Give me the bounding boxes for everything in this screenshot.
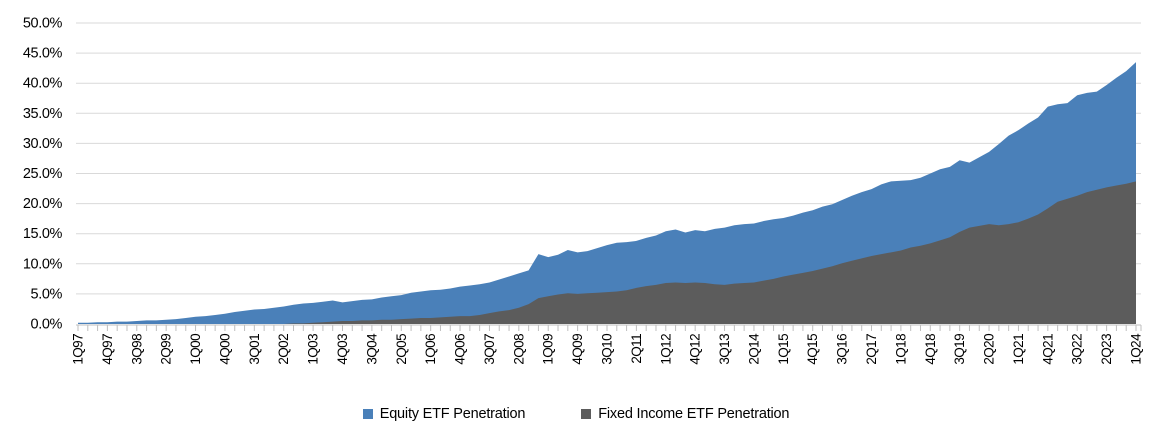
svg-text:25.0%: 25.0%: [23, 166, 63, 182]
svg-text:1Q24: 1Q24: [1129, 333, 1144, 365]
chart-legend: Equity ETF Penetration Fixed Income ETF …: [0, 398, 1152, 430]
legend-swatch-equity-icon: [362, 409, 373, 419]
svg-text:3Q04: 3Q04: [364, 333, 379, 365]
svg-text:4Q00: 4Q00: [217, 334, 232, 365]
x-axis-ticks: [76, 324, 1142, 331]
legend-swatch-fixed-income-icon: [581, 409, 592, 419]
svg-text:2Q23: 2Q23: [1099, 334, 1114, 365]
svg-text:3Q19: 3Q19: [952, 334, 967, 365]
area-fixed-income-etf-penetration: [78, 181, 1136, 324]
svg-text:40.0%: 40.0%: [23, 76, 63, 92]
svg-text:3Q10: 3Q10: [600, 334, 615, 365]
svg-text:15.0%: 15.0%: [23, 226, 63, 242]
x-axis-labels: 1Q97 4Q97 3Q98 2Q99 1Q00 4Q00 3Q01 2Q02 1Q03 4Q03…: [71, 333, 1144, 365]
etf-penetration-area-chart: 0.0% 5.0% 10.0% 15.0% 20.0% 25.0% 30.0% 35.0% 40…: [23, 16, 1144, 365]
svg-text:3Q07: 3Q07: [482, 334, 497, 365]
svg-text:3Q16: 3Q16: [835, 334, 850, 365]
svg-text:1Q12: 1Q12: [658, 334, 673, 365]
svg-text:2Q20: 2Q20: [982, 334, 997, 365]
svg-text:3Q01: 3Q01: [247, 334, 262, 365]
svg-text:1Q18: 1Q18: [893, 334, 908, 365]
svg-text:1Q00: 1Q00: [188, 334, 203, 365]
svg-text:2Q02: 2Q02: [276, 334, 291, 365]
svg-text:0.0%: 0.0%: [31, 317, 63, 333]
svg-text:1Q21: 1Q21: [1011, 334, 1026, 365]
svg-text:4Q09: 4Q09: [570, 334, 585, 365]
legend-label-fixed-income: Fixed Income ETF Penetration: [598, 406, 790, 422]
svg-text:1Q03: 1Q03: [306, 334, 321, 365]
svg-text:2Q05: 2Q05: [394, 334, 409, 365]
svg-text:2Q08: 2Q08: [511, 334, 526, 365]
svg-text:4Q06: 4Q06: [453, 334, 468, 365]
svg-text:20.0%: 20.0%: [23, 196, 63, 212]
svg-text:2Q14: 2Q14: [746, 333, 761, 365]
svg-text:3Q22: 3Q22: [1070, 334, 1085, 365]
svg-text:1Q06: 1Q06: [423, 334, 438, 365]
svg-text:1Q09: 1Q09: [541, 334, 556, 365]
svg-text:10.0%: 10.0%: [23, 256, 63, 272]
svg-text:2Q17: 2Q17: [864, 334, 879, 365]
gridlines: [76, 22, 1141, 295]
legend-label-equity: Equity ETF Penetration: [379, 406, 526, 422]
svg-text:4Q15: 4Q15: [805, 334, 820, 365]
svg-text:4Q21: 4Q21: [1040, 334, 1055, 365]
legend-item-equity: Equity ETF Penetration: [362, 406, 526, 422]
svg-text:4Q97: 4Q97: [100, 334, 115, 365]
svg-text:4Q12: 4Q12: [688, 334, 703, 365]
svg-text:4Q03: 4Q03: [335, 334, 350, 365]
svg-text:35.0%: 35.0%: [23, 106, 63, 122]
svg-text:4Q18: 4Q18: [923, 334, 938, 365]
svg-text:3Q98: 3Q98: [129, 334, 144, 365]
svg-text:2Q99: 2Q99: [159, 334, 174, 365]
legend-item-fixed-income: Fixed Income ETF Penetration: [581, 406, 789, 422]
y-axis-labels: 0.0% 5.0% 10.0% 15.0% 20.0% 25.0% 30.0% 35.0% 40…: [23, 16, 63, 333]
svg-text:5.0%: 5.0%: [31, 286, 63, 302]
svg-text:2Q11: 2Q11: [629, 334, 644, 364]
svg-text:1Q97: 1Q97: [71, 334, 86, 365]
svg-text:30.0%: 30.0%: [23, 136, 63, 152]
svg-text:1Q15: 1Q15: [776, 334, 791, 365]
svg-text:50.0%: 50.0%: [23, 16, 63, 32]
svg-text:45.0%: 45.0%: [23, 46, 63, 62]
svg-text:3Q13: 3Q13: [717, 334, 732, 365]
